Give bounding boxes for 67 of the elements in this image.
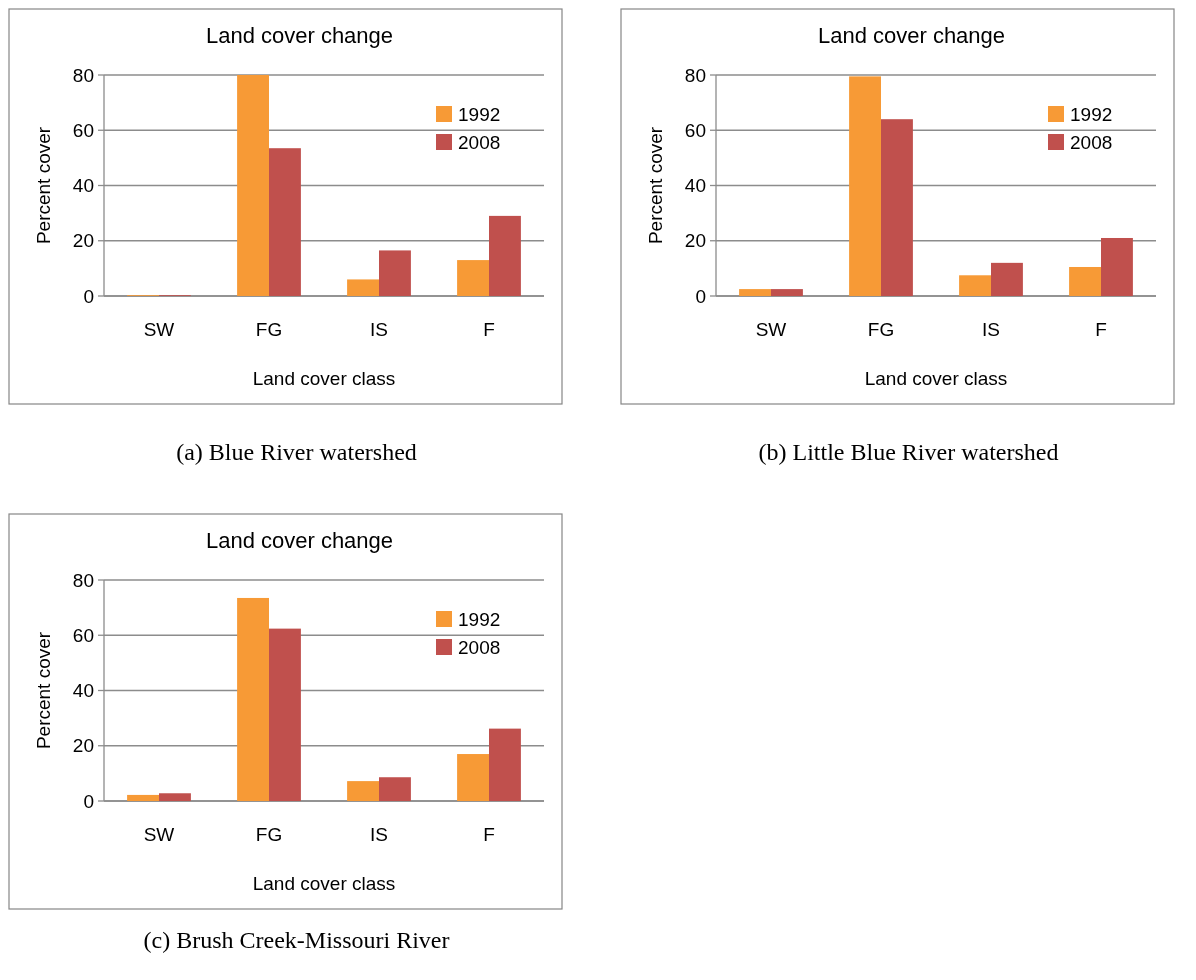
bar: [347, 279, 379, 296]
y-tick-label: 0: [83, 285, 94, 307]
y-tick-label: 40: [72, 680, 94, 702]
bar: [489, 215, 521, 296]
y-axis-title: Percent cover: [33, 631, 54, 750]
y-tick-label: 40: [684, 175, 706, 197]
bar: [881, 119, 913, 296]
x-tick-label: IS: [982, 319, 1000, 340]
bar: [127, 794, 159, 801]
bar: [739, 289, 771, 296]
bar: [849, 76, 881, 296]
bar: [159, 793, 191, 801]
y-tick-label: 80: [684, 64, 706, 86]
bar: [457, 260, 489, 296]
legend-label: 1992: [458, 103, 501, 125]
legend-label: 1992: [458, 608, 501, 630]
y-axis-title: Percent cover: [33, 126, 54, 245]
y-tick-label: 80: [72, 64, 94, 86]
bar: [237, 597, 269, 801]
y-tick-label: 60: [72, 119, 94, 141]
y-tick-label: 80: [72, 569, 94, 591]
bar: [269, 628, 301, 801]
x-axis-title: Land cover class: [864, 368, 1008, 389]
bar: [489, 728, 521, 801]
x-tick-label: F: [483, 319, 495, 340]
y-tick-label: 0: [83, 790, 94, 812]
bar: [1069, 266, 1101, 296]
bar: [457, 754, 489, 801]
legend-label: 1992: [1070, 103, 1113, 125]
y-tick-label: 0: [695, 285, 706, 307]
text: (c) Brush Creek-Missouri River: [143, 927, 450, 953]
x-tick-label: IS: [370, 824, 388, 845]
chart-title: Land cover change: [817, 23, 1006, 48]
legend-label: 2008: [458, 131, 501, 153]
y-tick-label: 20: [72, 230, 94, 252]
legend-label: 2008: [458, 636, 501, 658]
y-tick-label: 40: [72, 175, 94, 197]
x-tick-label: F: [483, 824, 495, 845]
x-tick-label: SW: [755, 319, 787, 340]
bar: [237, 75, 269, 296]
text: (b) Little Blue River watershed: [758, 439, 1059, 465]
y-tick-label: 60: [72, 624, 94, 646]
x-tick-label: FG: [867, 319, 895, 340]
y-tick-label: 20: [72, 735, 94, 757]
x-tick-label: IS: [370, 319, 388, 340]
y-tick-label: 20: [684, 230, 706, 252]
x-axis-title: Land cover class: [252, 368, 396, 389]
bar: [379, 777, 411, 801]
bar: [379, 250, 411, 296]
bar: [959, 275, 991, 296]
x-tick-label: SW: [143, 319, 175, 340]
legend-label: 2008: [1070, 131, 1113, 153]
chart-title: Land cover change: [205, 23, 394, 48]
bar: [347, 781, 379, 801]
chart-title: Land cover change: [205, 528, 394, 553]
x-tick-label: FG: [255, 824, 283, 845]
bar: [771, 289, 803, 296]
text: (a) Blue River watershed: [176, 439, 417, 465]
bar: [1101, 237, 1133, 296]
y-tick-label: 60: [684, 119, 706, 141]
x-tick-label: SW: [143, 824, 175, 845]
bar: [269, 148, 301, 296]
x-tick-label: FG: [255, 319, 283, 340]
x-axis-title: Land cover class: [252, 873, 396, 894]
y-axis-title: Percent cover: [645, 126, 666, 245]
x-tick-label: F: [1095, 319, 1107, 340]
bar: [991, 262, 1023, 296]
